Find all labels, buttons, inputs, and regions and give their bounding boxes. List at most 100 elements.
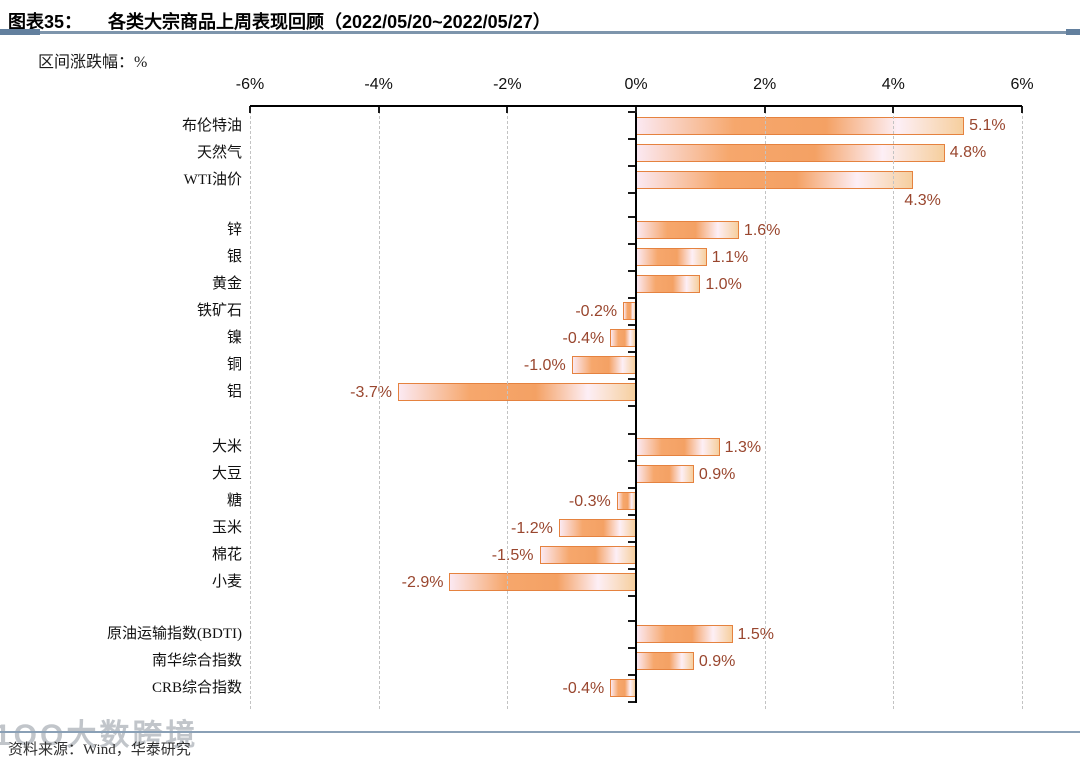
bar-value-label: 1.5% — [737, 625, 774, 643]
footer-divider — [0, 731, 1080, 733]
bar — [636, 248, 707, 266]
bar-value-label: 0.9% — [698, 465, 736, 483]
category-axis-tick — [628, 433, 635, 435]
bar — [636, 143, 945, 162]
category-axis-tick — [628, 647, 635, 649]
category-label: 锌 — [226, 222, 242, 238]
category-axis-tick — [628, 405, 635, 407]
bar — [610, 679, 636, 697]
axis-tick-label: 2% — [753, 76, 777, 93]
axis-tick — [1021, 106, 1023, 113]
bar — [636, 625, 733, 643]
bar — [397, 383, 636, 401]
bar — [571, 356, 636, 374]
axis-tick — [249, 106, 251, 113]
category-axis-tick — [628, 568, 635, 570]
category-axis-tick — [628, 324, 635, 326]
bar-value-label: 5.1% — [969, 117, 1006, 134]
category-axis-tick — [628, 111, 635, 113]
category-label: 小麦 — [211, 574, 242, 590]
axis-tick — [506, 106, 509, 113]
gridline — [893, 106, 895, 709]
bar — [449, 573, 636, 591]
axis-tick-label: -2% — [493, 76, 522, 93]
category-label: 棉花 — [211, 547, 242, 563]
category-label: CRB综合指数 — [151, 680, 242, 696]
category-label: 银 — [226, 249, 242, 265]
axis-tick — [763, 106, 766, 113]
category-axis-tick — [628, 674, 635, 676]
category-axis-tick — [628, 514, 635, 516]
top-axis-line — [250, 105, 1022, 107]
bar — [558, 519, 636, 537]
bar-value-label: -0.3% — [568, 492, 611, 510]
category-label: 大豆 — [211, 466, 242, 482]
axis-tick-label: 4% — [881, 76, 905, 93]
axis-tick-label: 0% — [624, 76, 648, 93]
category-label: WTI油价 — [183, 171, 242, 188]
category-label: 糖 — [226, 493, 242, 509]
category-label: 玉米 — [211, 520, 242, 536]
category-axis-tick — [628, 165, 635, 167]
category-label: 黄金 — [211, 276, 242, 292]
category-label: 大米 — [211, 439, 242, 455]
bar-value-label: 0.9% — [698, 652, 736, 670]
bar-value-label: -2.9% — [401, 573, 444, 591]
bar-value-label: -0.4% — [562, 679, 605, 697]
axis-tick — [377, 106, 380, 113]
bar-value-label: 1.6% — [743, 221, 781, 239]
gridline — [507, 106, 509, 709]
category-axis-tick — [628, 351, 635, 353]
title-divider-cap-left — [0, 29, 40, 35]
category-label: 镍 — [226, 330, 242, 346]
bar — [636, 438, 720, 456]
watermark: 1OO大数跨境 — [0, 719, 199, 752]
gridline — [1022, 106, 1023, 709]
bar — [636, 116, 965, 135]
bar — [636, 275, 701, 293]
figure-number-label: 图表35： — [8, 12, 83, 32]
chart-title-row: 图表35： 各类大宗商品上周表现回顾（2022/05/20~2022/05/27） — [8, 8, 1072, 34]
bar — [610, 329, 636, 347]
zero-axis-line — [635, 106, 637, 703]
axis-tick — [892, 106, 895, 113]
bar-value-label: -1.2% — [511, 519, 553, 537]
category-label: 铝 — [226, 384, 242, 400]
category-axis-tick — [628, 378, 635, 380]
bar — [539, 546, 636, 564]
category-axis-tick — [628, 595, 635, 597]
bar — [636, 652, 694, 670]
gridline — [378, 106, 380, 709]
bar-value-label: -1.5% — [491, 546, 534, 564]
axis-tick-label: 6% — [1010, 76, 1034, 93]
category-label: 铁矿石 — [196, 303, 242, 319]
category-label: 铜 — [226, 357, 242, 373]
category-axis-tick — [628, 460, 635, 462]
category-axis-tick — [628, 270, 635, 272]
bar-value-label: -3.7% — [350, 383, 392, 401]
category-label: 布伦特油 — [181, 117, 242, 134]
chart-title: 各类大宗商品上周表现回顾（2022/05/20~2022/05/27） — [108, 12, 551, 32]
bar-value-label: 1.1% — [711, 248, 749, 266]
category-label: 南华综合指数 — [151, 653, 242, 669]
category-label: 天然气 — [196, 144, 242, 161]
category-axis-tick — [628, 620, 635, 622]
bar — [616, 492, 636, 510]
title-divider — [0, 31, 1080, 34]
category-axis-tick — [628, 541, 635, 543]
bar — [636, 170, 913, 189]
category-axis-tick — [628, 701, 635, 703]
category-axis-tick — [628, 138, 635, 140]
bar — [636, 465, 694, 483]
category-axis-tick — [628, 216, 635, 218]
axis-tick-label: -6% — [235, 76, 265, 93]
category-label: 原油运输指数(BDTI) — [107, 626, 242, 642]
axis-tick-label: -4% — [364, 76, 393, 93]
gridline — [764, 106, 766, 709]
bar-value-label: -0.4% — [562, 329, 605, 347]
title-divider-cap-right — [1066, 29, 1080, 35]
category-axis-tick — [628, 297, 635, 299]
axis-tick — [635, 106, 637, 113]
source-note: 资料来源：Wind，华泰研究 — [8, 742, 191, 758]
